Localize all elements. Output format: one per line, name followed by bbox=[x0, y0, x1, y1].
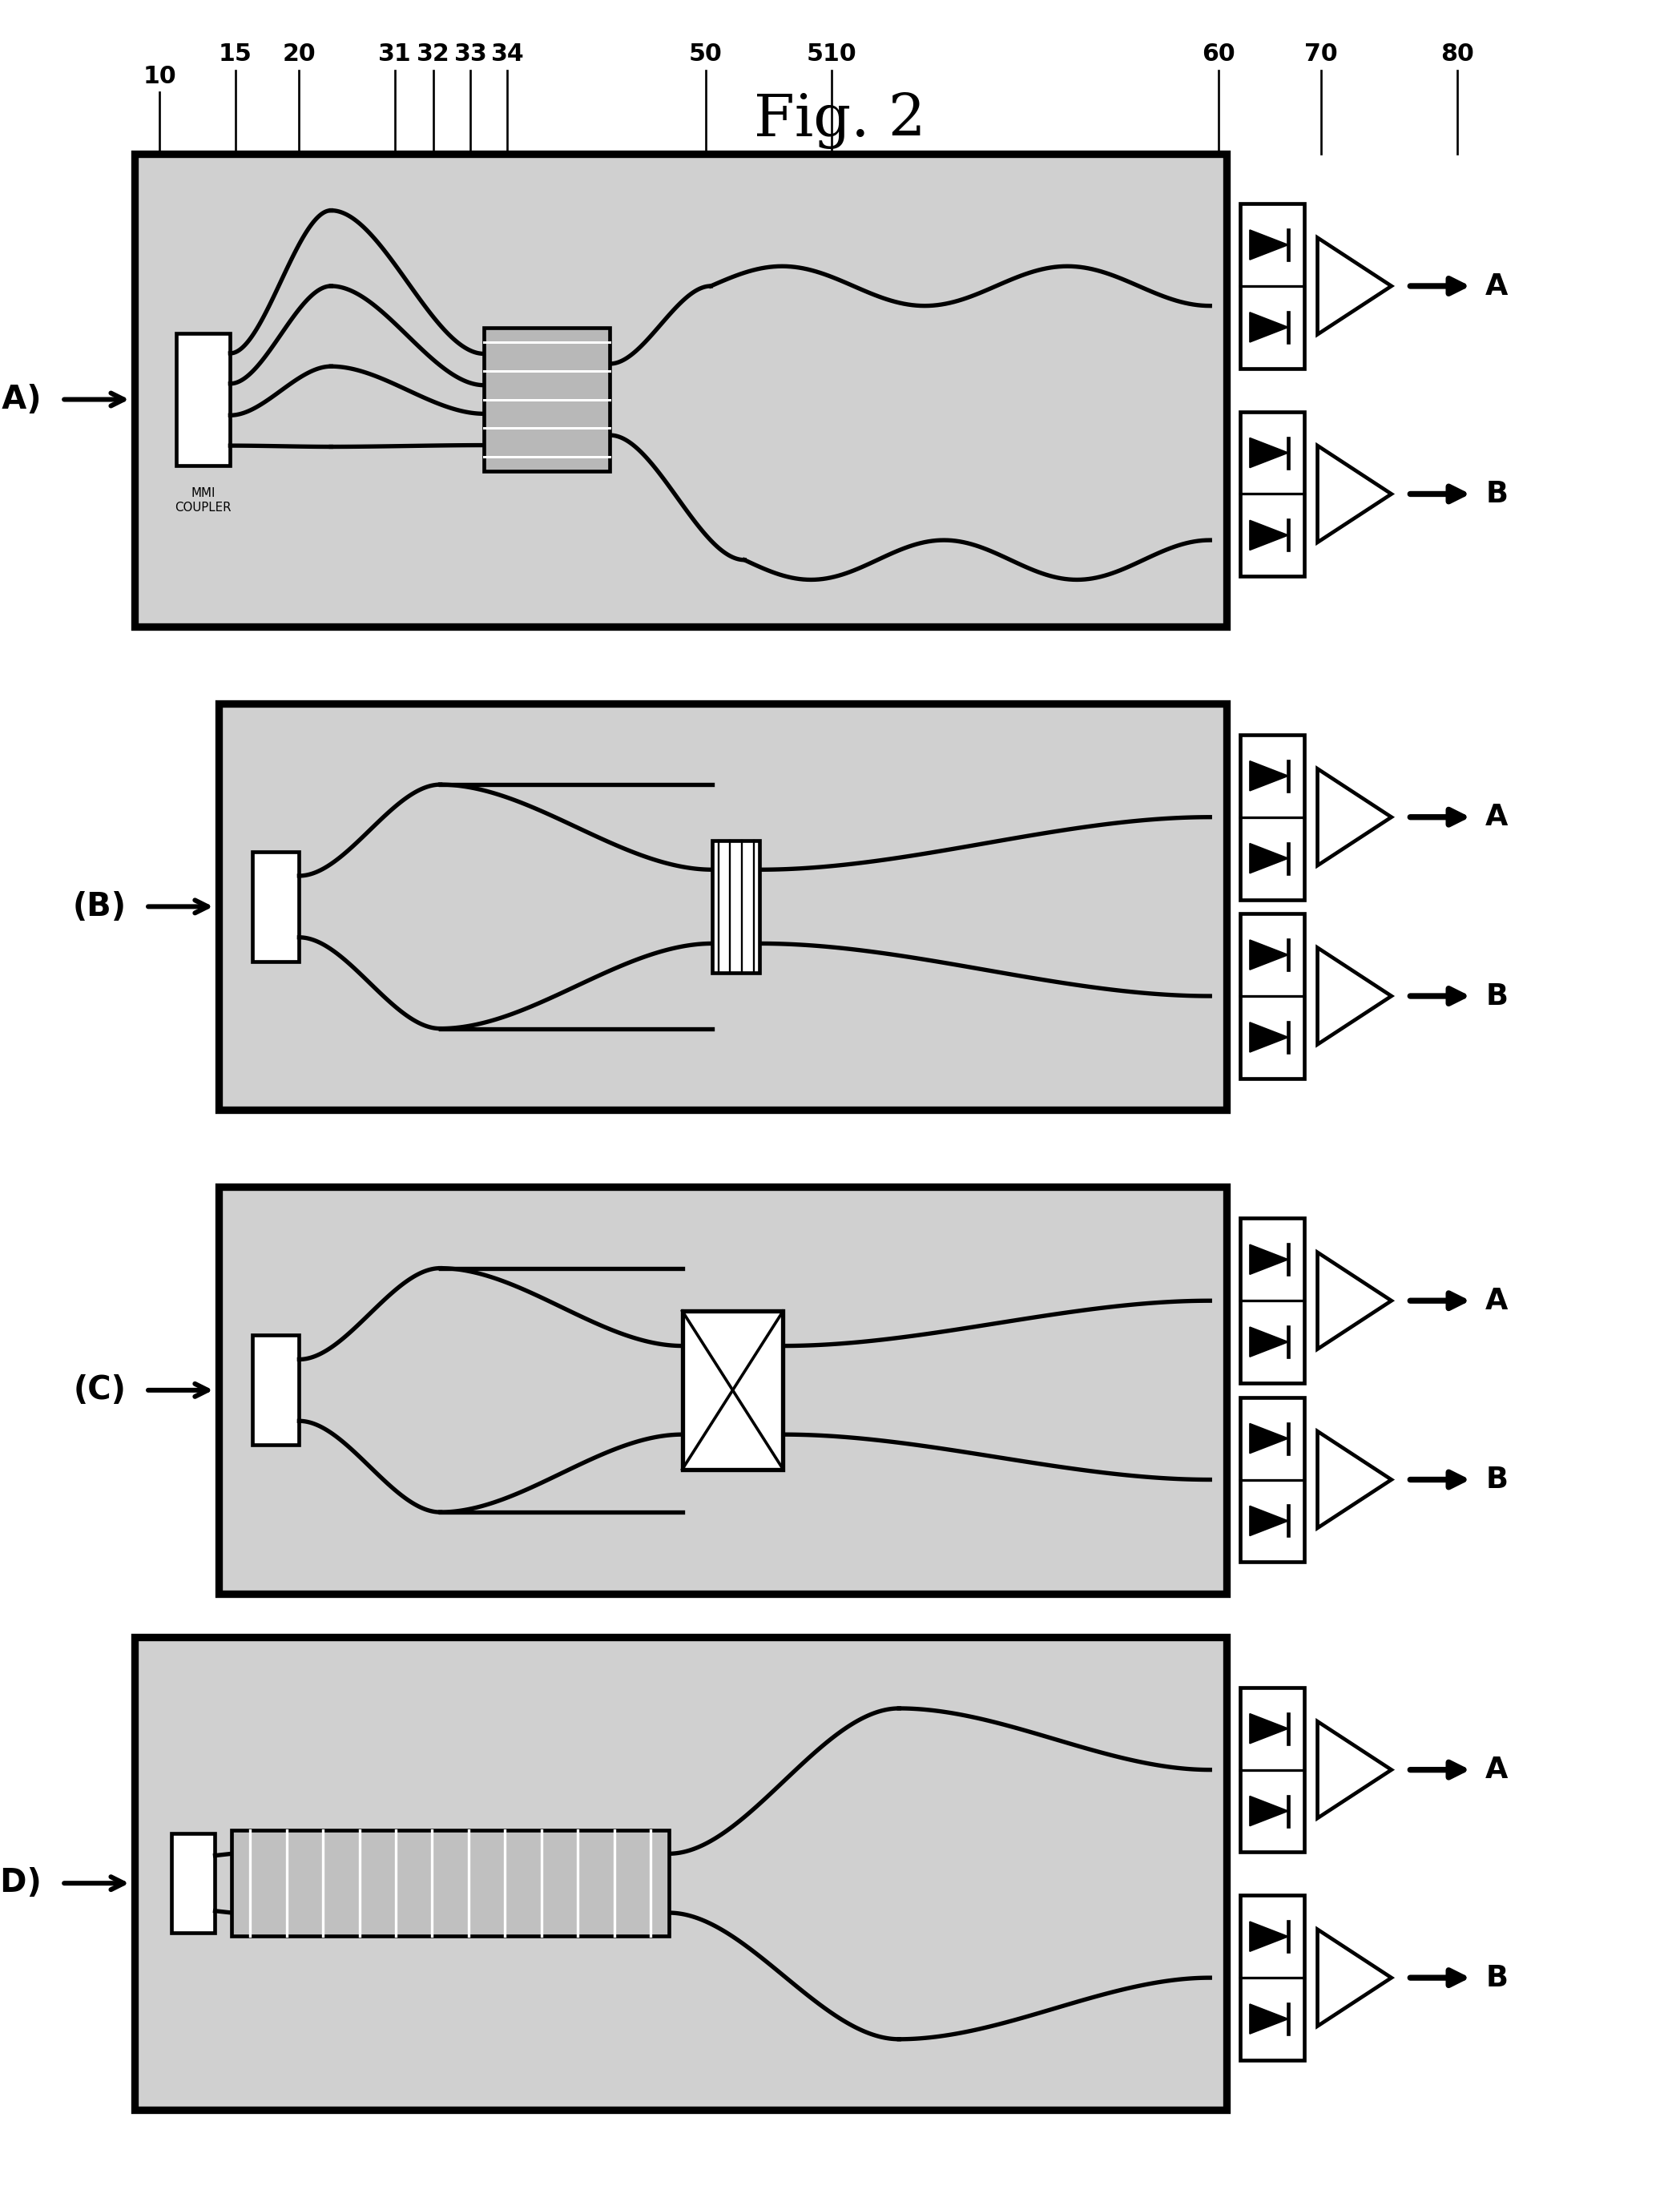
Bar bbox=[1240, 1688, 1304, 1853]
Text: MMI
COUPLER: MMI COUPLER bbox=[175, 488, 232, 514]
Polygon shape bbox=[1250, 437, 1289, 468]
Text: (A): (A) bbox=[0, 385, 42, 415]
Polygon shape bbox=[1250, 231, 1289, 259]
Text: B: B bbox=[1485, 1464, 1507, 1495]
Bar bbox=[252, 851, 299, 963]
Bar bbox=[712, 842, 759, 972]
Text: 60: 60 bbox=[1201, 42, 1235, 66]
Text: A: A bbox=[1485, 270, 1509, 301]
Text: (C): (C) bbox=[74, 1374, 126, 1407]
Text: (B): (B) bbox=[72, 890, 126, 923]
Bar bbox=[1240, 204, 1304, 369]
Bar bbox=[134, 154, 1226, 626]
Bar bbox=[252, 1334, 299, 1446]
Polygon shape bbox=[1250, 1424, 1289, 1453]
Text: 10: 10 bbox=[143, 64, 176, 88]
Text: B: B bbox=[1485, 1963, 1507, 1994]
Polygon shape bbox=[1250, 941, 1289, 969]
Text: A: A bbox=[1485, 1754, 1509, 1785]
Polygon shape bbox=[1317, 769, 1391, 866]
Polygon shape bbox=[1250, 312, 1289, 343]
Text: B: B bbox=[1485, 980, 1507, 1011]
Text: 15: 15 bbox=[218, 42, 252, 66]
Polygon shape bbox=[1250, 844, 1289, 873]
Text: 31: 31 bbox=[378, 42, 412, 66]
Text: 33: 33 bbox=[454, 42, 487, 66]
Text: 80: 80 bbox=[1440, 42, 1473, 66]
Bar bbox=[218, 1187, 1226, 1594]
Polygon shape bbox=[1317, 237, 1391, 334]
Bar bbox=[1240, 1895, 1304, 2060]
Polygon shape bbox=[1317, 446, 1391, 543]
Polygon shape bbox=[1250, 1244, 1289, 1275]
Text: 70: 70 bbox=[1304, 42, 1337, 66]
Bar bbox=[1240, 1398, 1304, 1563]
Text: Fig. 2: Fig. 2 bbox=[754, 92, 926, 149]
Text: A: A bbox=[1485, 802, 1509, 833]
Polygon shape bbox=[1250, 1796, 1289, 1827]
Polygon shape bbox=[1250, 761, 1289, 791]
Polygon shape bbox=[1317, 1431, 1391, 1528]
Text: 510: 510 bbox=[806, 42, 857, 66]
Bar bbox=[1240, 734, 1304, 899]
Polygon shape bbox=[1250, 1714, 1289, 1743]
Bar bbox=[1240, 1218, 1304, 1383]
Polygon shape bbox=[1317, 947, 1391, 1044]
Polygon shape bbox=[1250, 2005, 1289, 2033]
Bar bbox=[218, 703, 1226, 1110]
Bar bbox=[484, 328, 610, 470]
Polygon shape bbox=[1250, 521, 1289, 550]
Polygon shape bbox=[1317, 1721, 1391, 1818]
Bar bbox=[682, 1310, 783, 1468]
Text: B: B bbox=[1485, 479, 1507, 510]
Bar bbox=[134, 1638, 1226, 2110]
Text: (D): (D) bbox=[0, 1868, 42, 1899]
Text: 20: 20 bbox=[282, 42, 316, 66]
Bar bbox=[1240, 914, 1304, 1079]
Polygon shape bbox=[1250, 1921, 1289, 1952]
Bar bbox=[171, 1833, 215, 1932]
Bar bbox=[176, 334, 230, 466]
Text: 34: 34 bbox=[491, 42, 524, 66]
Text: 50: 50 bbox=[689, 42, 722, 66]
Polygon shape bbox=[1317, 1253, 1391, 1350]
Polygon shape bbox=[1250, 1328, 1289, 1356]
Text: 32: 32 bbox=[417, 42, 450, 66]
Bar bbox=[1240, 411, 1304, 576]
Text: A: A bbox=[1485, 1286, 1509, 1317]
Polygon shape bbox=[1250, 1022, 1289, 1053]
Polygon shape bbox=[1250, 1506, 1289, 1536]
Polygon shape bbox=[1317, 1930, 1391, 2027]
Bar bbox=[232, 1831, 669, 1936]
